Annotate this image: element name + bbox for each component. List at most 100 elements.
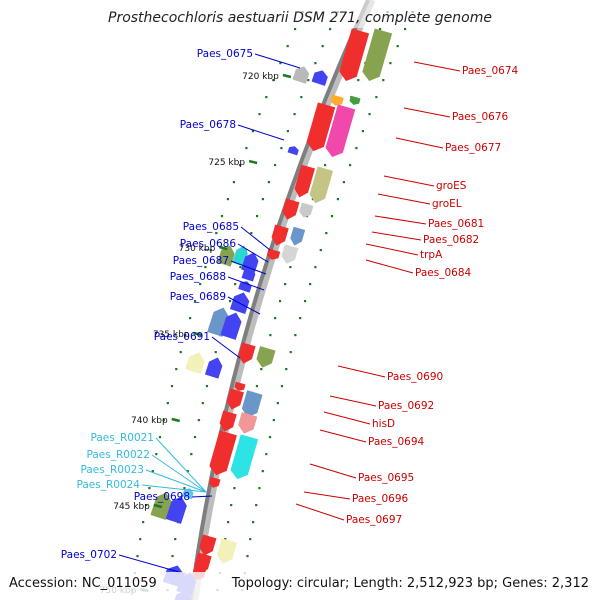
backbone-shadow xyxy=(191,0,376,600)
gene-feature xyxy=(209,430,237,476)
ring-dot xyxy=(274,317,277,320)
ring-dot xyxy=(186,470,189,473)
ring-dot xyxy=(179,351,182,354)
ring-dot xyxy=(230,504,233,507)
leader-line xyxy=(141,484,207,493)
ring-dot xyxy=(226,198,229,201)
ring-dot xyxy=(197,419,200,422)
ring-dot xyxy=(289,266,292,269)
leader-line xyxy=(329,395,377,407)
leader-line xyxy=(240,226,271,251)
gene-feature xyxy=(226,388,244,410)
leader-line xyxy=(155,437,207,493)
leader-line xyxy=(319,429,367,443)
leader-line xyxy=(227,296,261,315)
scale-tick-label: 735 kbp xyxy=(153,330,190,340)
leader-line xyxy=(254,53,301,69)
ring-dot xyxy=(250,232,253,235)
ring-dot xyxy=(273,164,277,167)
leader-line xyxy=(383,175,435,187)
scale-tick xyxy=(248,159,258,165)
ring-dot xyxy=(166,402,169,405)
ring-dot xyxy=(314,62,317,65)
ring-dot xyxy=(323,164,327,167)
ring-dot xyxy=(261,198,264,201)
leader-line xyxy=(323,411,371,425)
leader-line xyxy=(374,215,427,225)
gene-feature xyxy=(282,198,300,220)
label-leaders xyxy=(118,53,461,575)
ring-dot xyxy=(328,28,332,31)
gene-labels: Paes_0675 Paes_0678 Paes_0685 Paes_0686 Paes… xyxy=(61,48,519,561)
scale-tick-label: 720 kbp xyxy=(242,72,279,82)
ring-dot xyxy=(145,504,148,507)
ring-dot xyxy=(294,334,297,337)
leader-line xyxy=(230,260,267,275)
gene-feature xyxy=(281,244,299,264)
ring-dot xyxy=(260,368,263,371)
ring-dot xyxy=(348,164,352,167)
gene-feature xyxy=(271,224,289,246)
ring-dot xyxy=(378,28,382,31)
ring-dot xyxy=(199,283,202,286)
gene-label: Paes_0696 xyxy=(352,493,409,505)
gene-label: Paes_0695 xyxy=(358,472,414,484)
gene-label: Paes_0675 xyxy=(197,48,253,60)
ring-dot xyxy=(403,28,407,31)
ring-dot xyxy=(299,317,302,320)
ring-dot xyxy=(252,521,255,524)
ring-dot xyxy=(336,198,339,201)
scale-tick xyxy=(153,503,163,509)
gene-label: Paes_0698 xyxy=(134,491,190,503)
ring-dot xyxy=(265,96,268,99)
ring-dot xyxy=(255,215,259,218)
gene-label: Paes_0685 xyxy=(183,221,239,233)
gene-feature xyxy=(290,226,306,246)
ring-dot xyxy=(234,283,237,286)
leader-line xyxy=(403,107,451,118)
leader-line xyxy=(377,193,431,205)
leader-line xyxy=(365,243,419,256)
gene-feature xyxy=(294,164,315,198)
gene-feature xyxy=(311,70,328,86)
scale-tick-label: 725 kbp xyxy=(208,158,245,168)
leader-line xyxy=(295,503,345,521)
ring-dot xyxy=(228,300,232,303)
gene-feature xyxy=(185,352,205,374)
ring-dot xyxy=(215,232,218,235)
leader-line xyxy=(371,231,422,241)
ring-dot xyxy=(325,232,328,235)
ring-dot xyxy=(276,402,279,405)
ring-dot xyxy=(214,351,217,354)
accession-text: Accession: NC_011059 xyxy=(9,576,157,591)
ring-dot xyxy=(209,249,212,252)
ring-dot xyxy=(251,130,255,133)
scale-tick-label: 745 kbp xyxy=(113,502,150,512)
ring-dot xyxy=(321,45,324,48)
gene-label: Paes_0702 xyxy=(61,549,117,561)
scale-tick xyxy=(282,73,292,79)
gene-feature xyxy=(229,292,250,314)
ring-dot xyxy=(272,79,275,82)
genome-backbone xyxy=(189,0,370,600)
gene-feature xyxy=(349,95,361,105)
gene-feature xyxy=(234,381,246,391)
gene-feature xyxy=(339,28,370,81)
gene-feature xyxy=(330,94,344,106)
gene-label: Paes_0674 xyxy=(462,65,519,77)
ring-dot xyxy=(265,453,268,456)
ring-dot xyxy=(190,453,193,456)
ring-dot xyxy=(201,402,204,405)
ring-dot xyxy=(170,385,174,388)
ring-dot xyxy=(342,181,346,184)
gene-feature xyxy=(199,534,217,556)
ring-dot xyxy=(355,147,358,150)
ring-dot xyxy=(136,555,139,558)
ring-dot xyxy=(249,538,252,541)
ring-dot xyxy=(293,113,296,116)
ring-dot xyxy=(258,113,261,116)
scale-tick xyxy=(171,417,181,423)
gene-feature xyxy=(287,146,299,156)
gene-feature xyxy=(216,538,238,564)
rna-label: Paes_R0023 xyxy=(81,464,145,476)
